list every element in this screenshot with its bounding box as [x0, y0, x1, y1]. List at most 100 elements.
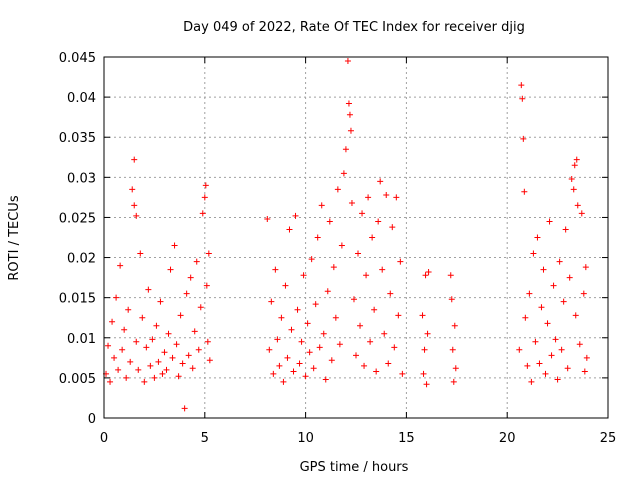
y-tick-label: 0.045	[59, 51, 96, 66]
data-point	[155, 358, 162, 365]
data-point	[149, 336, 156, 343]
data-point	[451, 322, 458, 329]
data-point	[278, 314, 285, 321]
x-tick-label: 20	[499, 431, 516, 446]
data-point	[296, 360, 303, 367]
data-point	[544, 320, 551, 327]
data-point	[346, 111, 353, 118]
x-tick-label: 10	[297, 431, 314, 446]
data-point	[123, 374, 130, 381]
data-point	[119, 346, 126, 353]
data-point	[131, 156, 138, 163]
data-point	[129, 186, 136, 193]
data-point	[115, 366, 122, 373]
data-point	[173, 341, 180, 348]
data-point	[165, 330, 172, 337]
data-point	[306, 349, 313, 356]
data-point	[566, 274, 573, 281]
data-point	[342, 146, 349, 153]
data-point	[282, 282, 289, 289]
data-point	[520, 135, 527, 142]
data-point	[540, 266, 547, 273]
data-point	[177, 312, 184, 319]
data-point	[536, 360, 543, 367]
data-point	[121, 326, 128, 333]
data-point	[316, 344, 323, 351]
data-point	[389, 224, 396, 231]
data-point	[340, 170, 347, 177]
data-point	[371, 306, 378, 313]
data-point	[528, 378, 535, 385]
data-point	[332, 314, 339, 321]
data-point	[562, 226, 569, 233]
data-point	[167, 266, 174, 273]
data-point	[581, 368, 588, 375]
data-point	[377, 178, 384, 185]
data-point	[449, 346, 456, 353]
data-point	[204, 338, 211, 345]
data-point	[201, 194, 208, 201]
data-point	[381, 330, 388, 337]
data-point	[288, 326, 295, 333]
data-point	[322, 376, 329, 383]
data-point	[139, 314, 146, 321]
data-point	[187, 274, 194, 281]
data-point	[191, 328, 198, 335]
data-point	[159, 370, 166, 377]
data-point	[447, 272, 454, 279]
data-point	[387, 290, 394, 297]
data-point	[131, 202, 138, 209]
data-point	[153, 322, 160, 329]
data-point	[183, 290, 190, 297]
data-point	[280, 378, 287, 385]
data-point	[550, 282, 557, 289]
y-tick-label: 0.02	[67, 252, 96, 267]
y-tick-label: 0.04	[67, 91, 96, 106]
data-point	[554, 376, 561, 383]
data-point	[304, 320, 311, 327]
data-point	[141, 378, 148, 385]
data-point	[308, 256, 315, 263]
data-point	[264, 216, 271, 223]
data-point	[344, 58, 351, 65]
data-point	[206, 357, 213, 364]
data-point	[199, 210, 206, 217]
data-point	[361, 362, 368, 369]
data-point	[137, 250, 144, 257]
data-point	[548, 352, 555, 359]
data-point	[538, 304, 545, 311]
data-point	[524, 362, 531, 369]
data-point	[290, 368, 297, 375]
data-point	[546, 218, 553, 225]
x-tick-label: 0	[100, 431, 108, 446]
data-point	[284, 354, 291, 361]
data-point	[556, 258, 563, 265]
data-point	[424, 330, 431, 337]
data-point	[448, 296, 455, 303]
y-tick-label: 0.005	[59, 372, 96, 387]
plot-frame	[103, 56, 609, 419]
tick-labels: 0 5 10 15 20 25 0 0.005 0.01 0.015 0.02 0.025 0.03 0.…	[59, 51, 616, 446]
data-point	[530, 250, 537, 257]
data-point	[143, 344, 150, 351]
y-tick-label: 0.015	[59, 292, 96, 307]
data-point	[558, 346, 565, 353]
x-tick-label: 25	[600, 431, 617, 446]
axis-ticks	[103, 56, 609, 419]
data-point	[564, 365, 571, 372]
data-point	[357, 322, 364, 329]
x-tick-label: 15	[398, 431, 415, 446]
y-tick-label: 0.01	[67, 332, 96, 347]
data-point	[399, 370, 406, 377]
data-point	[268, 298, 275, 305]
data-point	[570, 186, 577, 193]
data-point	[526, 290, 533, 297]
data-point	[334, 186, 341, 193]
data-point	[161, 349, 168, 356]
data-point	[395, 312, 402, 319]
data-point	[580, 290, 587, 297]
data-point	[195, 346, 202, 353]
data-point	[181, 405, 188, 412]
data-point	[302, 373, 309, 380]
y-axis-label: ROTI / TECUs	[7, 195, 22, 280]
